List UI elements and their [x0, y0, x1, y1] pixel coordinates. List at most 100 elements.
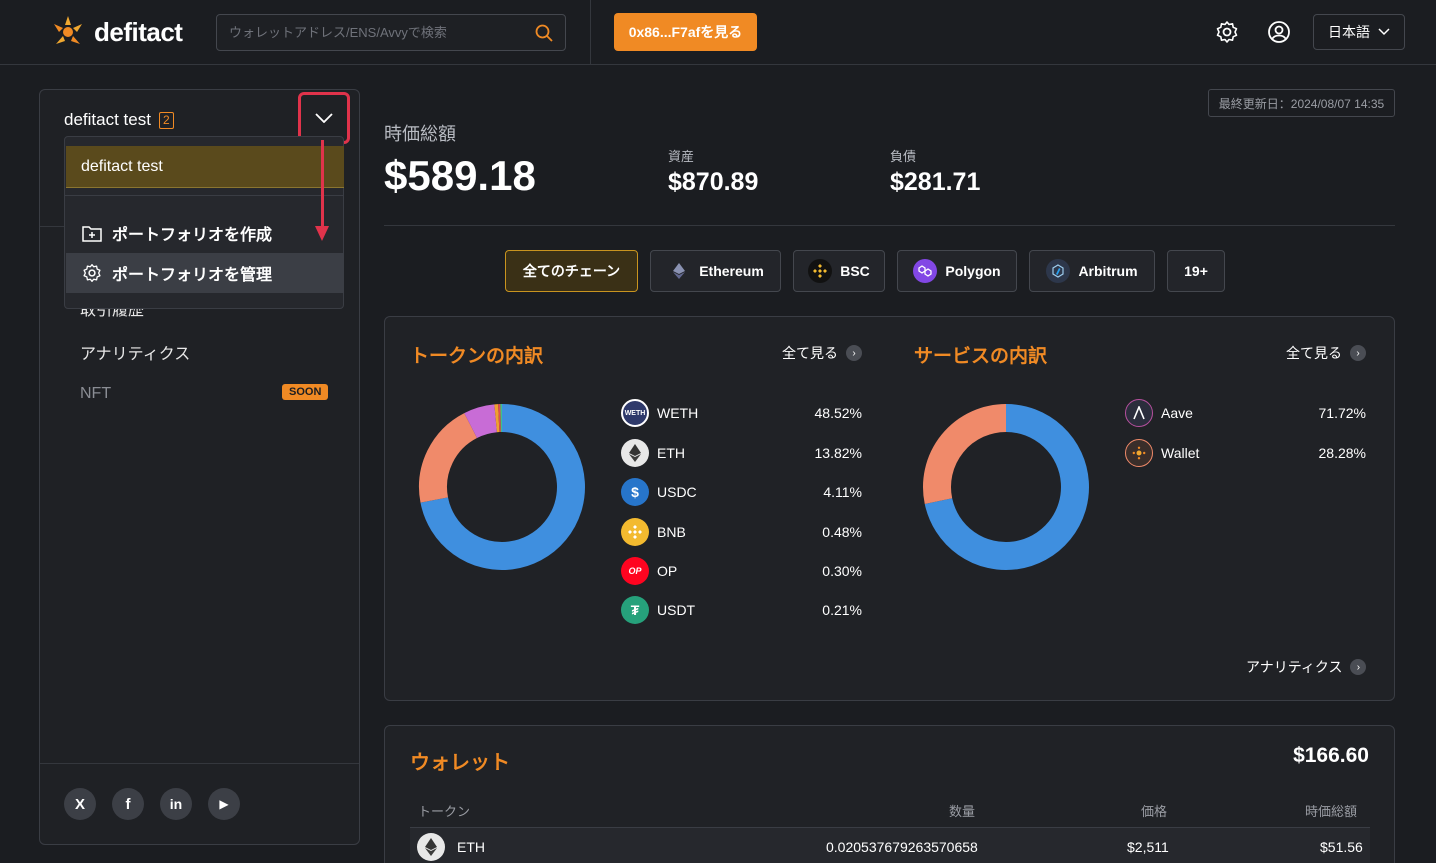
chevron-right-icon: ›	[1350, 659, 1367, 675]
chevron-down-icon	[315, 113, 333, 123]
op-icon: OP	[621, 557, 649, 585]
usdc-icon: $	[621, 478, 649, 506]
service-donut-slice	[923, 404, 1007, 504]
service-row-wallet[interactable]: Wallet	[1125, 439, 1199, 467]
token-row-bnb[interactable]: BNB	[621, 518, 686, 546]
soon-badge: SOON	[282, 384, 329, 400]
token-pct: 4.11%	[823, 484, 862, 500]
last-updated-badge: 最終更新日：2024/08/07 14:35	[1208, 89, 1395, 117]
chain-filter-ethereum[interactable]: Ethereum	[650, 250, 781, 292]
linkedin-icon[interactable]: in	[160, 788, 192, 820]
column-header-token: トークン	[418, 804, 471, 819]
token-name: WETH	[657, 405, 699, 421]
bnb-icon	[621, 518, 649, 546]
dropdown-divider	[65, 195, 343, 196]
token-pct: 0.30%	[822, 563, 862, 579]
token-donut-slice	[464, 404, 498, 439]
chain-filter-polygon[interactable]: Polygon	[897, 250, 1017, 292]
annotation-arrow-head	[315, 226, 329, 241]
facebook-icon[interactable]: f	[112, 788, 144, 820]
dropdown-item-selected-portfolio[interactable]: defitact test	[66, 146, 344, 188]
bnb-chain-icon	[808, 259, 833, 283]
user-account-icon[interactable]	[1267, 20, 1291, 44]
chain-filter-all[interactable]: 全てのチェーン	[505, 250, 638, 292]
service-name: Aave	[1161, 405, 1193, 421]
service-see-all-link[interactable]: 全て見る ›	[1286, 343, 1366, 363]
column-header-price: 価格	[1141, 804, 1168, 819]
token-row-op[interactable]: OP OP	[621, 557, 677, 585]
x-social-icon[interactable]: X	[64, 788, 96, 820]
token-donut-slice	[420, 404, 585, 570]
portfolio-dropdown-toggle[interactable]	[298, 92, 350, 144]
chain-filter-more[interactable]: 19+	[1167, 250, 1225, 292]
create-portfolio-label: ポートフォリオを作成	[112, 227, 273, 244]
token-row-usdt[interactable]: ₮ USDT	[621, 596, 695, 624]
token-name: BNB	[657, 524, 686, 540]
usdt-icon: ₮	[621, 596, 649, 624]
logo-mark-icon	[54, 16, 82, 44]
logo[interactable]: defitact	[50, 14, 183, 50]
token-see-all-link[interactable]: 全て見る ›	[782, 343, 862, 363]
header-divider	[590, 0, 591, 65]
service-row-aave[interactable]: Aave	[1125, 399, 1193, 427]
token-row-usdc[interactable]: $ USDC	[621, 478, 697, 506]
assets-value: $870.89	[668, 168, 759, 196]
top-header: defitact 0x86...F7afを見る 日本語	[0, 0, 1436, 65]
sidebar-item-analytics[interactable]: アナリティクス	[80, 346, 191, 363]
sidebar-item-nft[interactable]: NFT	[80, 385, 112, 402]
wallet-icon	[1125, 439, 1153, 467]
token-name: USDC	[657, 484, 697, 500]
chain-filter-polygon-label: Polygon	[945, 263, 1001, 279]
search-input[interactable]	[217, 15, 517, 50]
create-portfolio-item[interactable]: ポートフォリオを作成	[66, 213, 344, 253]
search-icon[interactable]	[535, 24, 553, 42]
eth-icon	[417, 833, 445, 861]
view-address-button[interactable]: 0x86...F7afを見る	[614, 13, 757, 51]
chain-filter-more-label: 19+	[1184, 263, 1208, 279]
row-amount: 0.020537679263570658	[826, 839, 978, 855]
service-pct: 28.28%	[1318, 445, 1366, 461]
analytics-link[interactable]: アナリティクス ›	[1246, 657, 1367, 677]
weth-icon: WETH	[621, 399, 649, 427]
wallet-card: ウォレット $166.60 トークン 数量 価格 時価総額 ETH 0.0205…	[384, 725, 1395, 863]
manage-portfolio-item[interactable]: ポートフォリオを管理	[66, 253, 344, 293]
token-row-weth[interactable]: WETH WETH	[621, 399, 698, 427]
service-donut-slice	[924, 404, 1089, 570]
gear-icon[interactable]	[1215, 20, 1239, 44]
folder-plus-icon	[82, 226, 102, 242]
chain-filter-arbitrum[interactable]: Arbitrum	[1029, 250, 1155, 292]
row-value: $51.56	[1320, 839, 1363, 855]
chevron-down-icon	[1378, 28, 1390, 36]
wallet-title: ウォレット	[410, 752, 510, 774]
logo-text: defitact	[94, 16, 183, 47]
token-see-all-label: 全て見る	[782, 345, 838, 361]
chevron-right-icon: ›	[1350, 345, 1366, 361]
youtube-icon[interactable]: ▶	[208, 788, 240, 820]
token-donut-chart	[419, 403, 585, 570]
token-name: ETH	[657, 445, 685, 461]
chevron-right-icon: ›	[846, 345, 862, 361]
assets-label: 資産	[668, 149, 695, 164]
chain-filter-bsc[interactable]: BSC	[793, 250, 885, 292]
sidebar-divider	[40, 226, 65, 227]
language-label: 日本語	[1328, 24, 1370, 40]
token-name: USDT	[657, 602, 696, 618]
eth-icon	[621, 439, 649, 467]
token-name: OP	[657, 563, 678, 579]
gear-icon	[83, 264, 101, 282]
total-value: $589.18	[384, 152, 536, 199]
service-breakdown-title: サービスの内訳	[914, 346, 1048, 367]
token-pct: 0.21%	[822, 602, 862, 618]
token-pct: 13.82%	[814, 445, 862, 461]
token-row-eth[interactable]: ETH	[621, 439, 685, 467]
chain-filter-bsc-label: BSC	[840, 263, 870, 279]
search-box	[216, 14, 566, 51]
analytics-link-label: アナリティクス	[1246, 659, 1343, 675]
language-select[interactable]: 日本語	[1313, 14, 1405, 50]
summary-divider	[384, 225, 1395, 226]
chain-filter-all-label: 全てのチェーン	[522, 263, 621, 279]
wallet-total: $166.60	[1293, 744, 1369, 767]
table-row[interactable]	[410, 828, 1370, 863]
row-token-name: ETH	[457, 839, 485, 855]
annotation-arrow-line	[321, 140, 324, 232]
